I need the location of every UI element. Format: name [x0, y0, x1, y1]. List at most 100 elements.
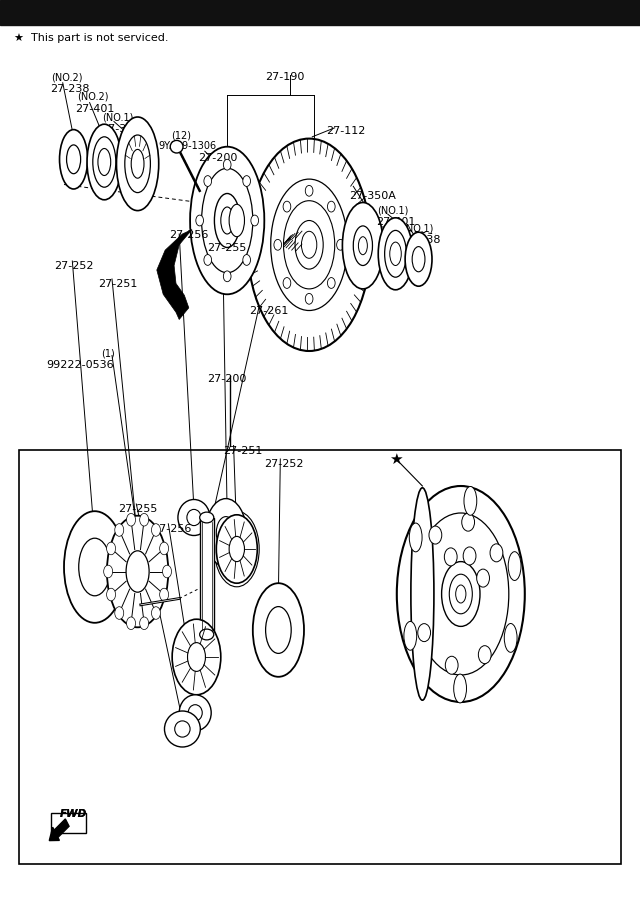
Text: 27-251: 27-251: [223, 446, 262, 455]
Ellipse shape: [214, 511, 259, 587]
Text: 27-238: 27-238: [50, 84, 90, 94]
Text: ★: ★: [388, 452, 403, 466]
Bar: [19, 450, 621, 864]
Ellipse shape: [508, 552, 521, 581]
Circle shape: [140, 513, 148, 526]
Bar: [200, 518, 214, 634]
Ellipse shape: [216, 515, 257, 583]
Ellipse shape: [216, 517, 236, 549]
Text: 27-261: 27-261: [250, 306, 289, 316]
Ellipse shape: [190, 147, 264, 294]
Ellipse shape: [200, 512, 214, 523]
Circle shape: [107, 542, 116, 554]
Circle shape: [107, 589, 116, 601]
Circle shape: [445, 656, 458, 674]
Text: 27-238: 27-238: [401, 235, 440, 245]
Text: (NO.1): (NO.1): [378, 205, 409, 215]
Text: 27-401: 27-401: [76, 104, 115, 113]
Ellipse shape: [188, 705, 202, 721]
Ellipse shape: [378, 218, 413, 290]
Ellipse shape: [125, 135, 150, 193]
Text: 99222-0536: 99222-0536: [46, 360, 114, 370]
Ellipse shape: [131, 149, 144, 178]
Ellipse shape: [188, 643, 205, 671]
Ellipse shape: [172, 619, 221, 695]
Ellipse shape: [170, 140, 183, 153]
Circle shape: [243, 176, 250, 186]
Ellipse shape: [284, 201, 335, 289]
Ellipse shape: [342, 202, 383, 289]
Ellipse shape: [64, 511, 125, 623]
Ellipse shape: [413, 513, 509, 675]
Text: 27-112: 27-112: [326, 126, 366, 136]
Ellipse shape: [214, 194, 240, 248]
Text: (1): (1): [101, 348, 115, 358]
Circle shape: [140, 617, 148, 630]
Bar: [0, 0, 640, 25]
Ellipse shape: [301, 231, 317, 258]
Text: 27-255: 27-255: [207, 243, 246, 253]
Ellipse shape: [164, 711, 200, 747]
Text: FWD: FWD: [60, 809, 87, 819]
Circle shape: [152, 524, 161, 536]
Circle shape: [204, 255, 212, 266]
Circle shape: [274, 239, 282, 250]
Circle shape: [223, 159, 231, 170]
Text: 27-350A: 27-350A: [349, 191, 396, 201]
Circle shape: [305, 185, 313, 196]
Ellipse shape: [179, 695, 211, 731]
Circle shape: [115, 607, 124, 619]
Text: 27-256: 27-256: [152, 524, 192, 534]
Circle shape: [115, 524, 124, 536]
Ellipse shape: [353, 226, 372, 266]
Circle shape: [159, 589, 168, 601]
PathPatch shape: [157, 230, 192, 320]
Circle shape: [477, 569, 490, 587]
Circle shape: [152, 607, 161, 619]
Circle shape: [163, 565, 172, 578]
Circle shape: [478, 645, 491, 663]
Circle shape: [251, 215, 259, 226]
Circle shape: [461, 513, 474, 531]
Text: 27-190: 27-190: [266, 72, 305, 82]
Ellipse shape: [449, 574, 472, 614]
Ellipse shape: [358, 237, 367, 255]
Circle shape: [328, 277, 335, 288]
Circle shape: [243, 255, 250, 266]
Ellipse shape: [178, 500, 210, 536]
Text: 27-401: 27-401: [376, 217, 416, 227]
Ellipse shape: [98, 148, 111, 176]
Text: 27-200: 27-200: [207, 374, 246, 383]
Text: 9YA09-1306: 9YA09-1306: [159, 141, 217, 151]
Ellipse shape: [397, 486, 525, 702]
Circle shape: [159, 542, 168, 554]
Text: (NO.1): (NO.1): [102, 112, 134, 122]
Circle shape: [418, 624, 431, 642]
Ellipse shape: [126, 551, 149, 592]
Ellipse shape: [87, 124, 122, 200]
Text: 27-305: 27-305: [101, 124, 140, 134]
Ellipse shape: [229, 204, 244, 237]
Text: (12): (12): [172, 130, 191, 140]
Text: 27-251: 27-251: [98, 279, 138, 289]
Text: 27-252: 27-252: [54, 261, 94, 271]
Text: FWD: FWD: [60, 809, 87, 819]
Ellipse shape: [442, 562, 480, 626]
Circle shape: [337, 239, 344, 250]
Ellipse shape: [60, 130, 88, 189]
Text: ★  This part is not serviced.: ★ This part is not serviced.: [14, 33, 168, 43]
Circle shape: [127, 617, 136, 630]
Circle shape: [328, 202, 335, 212]
Circle shape: [305, 293, 313, 304]
Ellipse shape: [175, 721, 190, 737]
Circle shape: [204, 176, 212, 186]
Ellipse shape: [412, 247, 425, 272]
Circle shape: [444, 548, 457, 566]
Text: (NO.2): (NO.2): [77, 92, 108, 102]
Ellipse shape: [187, 509, 201, 526]
Ellipse shape: [107, 516, 168, 627]
Text: 27-255: 27-255: [118, 504, 158, 514]
Ellipse shape: [200, 629, 214, 640]
Ellipse shape: [404, 621, 417, 650]
Circle shape: [463, 547, 476, 565]
